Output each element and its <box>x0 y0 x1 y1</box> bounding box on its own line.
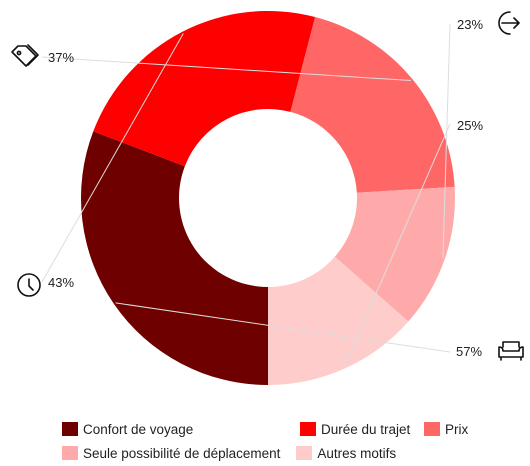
legend-label: Durée du trajet <box>321 421 411 437</box>
clock-icon <box>17 273 41 297</box>
slice-3 <box>334 186 455 322</box>
value-label: 23% <box>457 17 483 32</box>
legend-swatch <box>62 446 78 460</box>
value-label: 43% <box>48 275 74 290</box>
legend-item-autres-motifs: Autres motifs <box>296 446 396 461</box>
legend-label: Seule possibilité de déplacement <box>83 445 281 461</box>
leader-line <box>41 56 411 82</box>
slice-0 <box>80 131 269 385</box>
leader-line <box>343 123 451 367</box>
legend-item-confort: Confort de voyage <box>62 422 284 437</box>
leader-line <box>41 33 184 283</box>
sofa-icon <box>498 341 524 361</box>
legend-item-duree: Durée du trajet <box>300 422 416 437</box>
arrow-right-icon <box>498 11 520 35</box>
slice-2 <box>290 17 455 193</box>
value-label: 57% <box>456 344 482 359</box>
legend-swatch <box>424 422 440 436</box>
slice-1 <box>93 10 316 167</box>
legend-swatch <box>296 446 313 460</box>
legend-label: Confort de voyage <box>83 421 194 437</box>
leader-line <box>115 302 451 353</box>
legend-item-prix: Prix <box>424 422 468 437</box>
legend-swatch <box>62 422 78 436</box>
value-label: 37% <box>48 50 74 65</box>
legend-label: Autres motifs <box>317 445 397 461</box>
legend-item-seule-possibilite: Seule possibilité de déplacement <box>62 446 280 461</box>
legend-label: Prix <box>445 421 469 437</box>
legend-row: Confort de voyage Durée du trajet Prix <box>62 418 522 440</box>
price-tag-icon <box>11 44 39 67</box>
slice-4 <box>268 256 409 385</box>
legend: Confort de voyage Durée du trajet Prix S… <box>62 418 522 466</box>
donut-chart: 57% 43% 37% 23% 25% <box>11 10 524 385</box>
leader-line <box>442 23 451 259</box>
value-label: 25% <box>457 118 483 133</box>
legend-swatch <box>300 422 316 436</box>
legend-row: Seule possibilité de déplacement Autres … <box>62 442 522 464</box>
